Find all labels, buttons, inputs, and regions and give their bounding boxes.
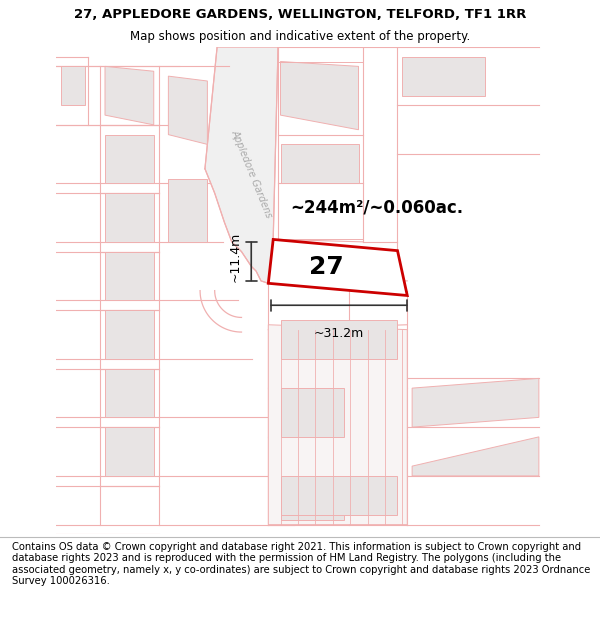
Text: Appledore Gardens: Appledore Gardens [230, 128, 275, 219]
Polygon shape [281, 320, 397, 359]
Polygon shape [281, 476, 397, 515]
Polygon shape [169, 76, 208, 144]
Polygon shape [268, 325, 407, 524]
Text: ~11.4m: ~11.4m [229, 231, 241, 282]
Polygon shape [105, 134, 154, 183]
Polygon shape [281, 61, 359, 130]
Polygon shape [281, 388, 344, 437]
Polygon shape [169, 179, 208, 242]
Text: Contains OS data © Crown copyright and database right 2021. This information is : Contains OS data © Crown copyright and d… [12, 542, 590, 586]
Polygon shape [412, 378, 539, 427]
Polygon shape [105, 310, 154, 359]
Polygon shape [281, 144, 359, 183]
Polygon shape [105, 66, 154, 125]
Polygon shape [268, 239, 407, 296]
Polygon shape [105, 193, 154, 242]
Polygon shape [105, 427, 154, 476]
Polygon shape [105, 252, 154, 301]
Polygon shape [412, 437, 539, 476]
Polygon shape [205, 47, 278, 283]
Polygon shape [105, 369, 154, 418]
Text: ~31.2m: ~31.2m [314, 328, 364, 340]
Text: 27: 27 [310, 255, 344, 279]
Text: ~244m²/~0.060ac.: ~244m²/~0.060ac. [290, 199, 463, 217]
Polygon shape [403, 57, 485, 96]
Polygon shape [281, 486, 344, 520]
Text: Map shows position and indicative extent of the property.: Map shows position and indicative extent… [130, 30, 470, 43]
Text: 27, APPLEDORE GARDENS, WELLINGTON, TELFORD, TF1 1RR: 27, APPLEDORE GARDENS, WELLINGTON, TELFO… [74, 8, 526, 21]
Polygon shape [61, 66, 85, 106]
